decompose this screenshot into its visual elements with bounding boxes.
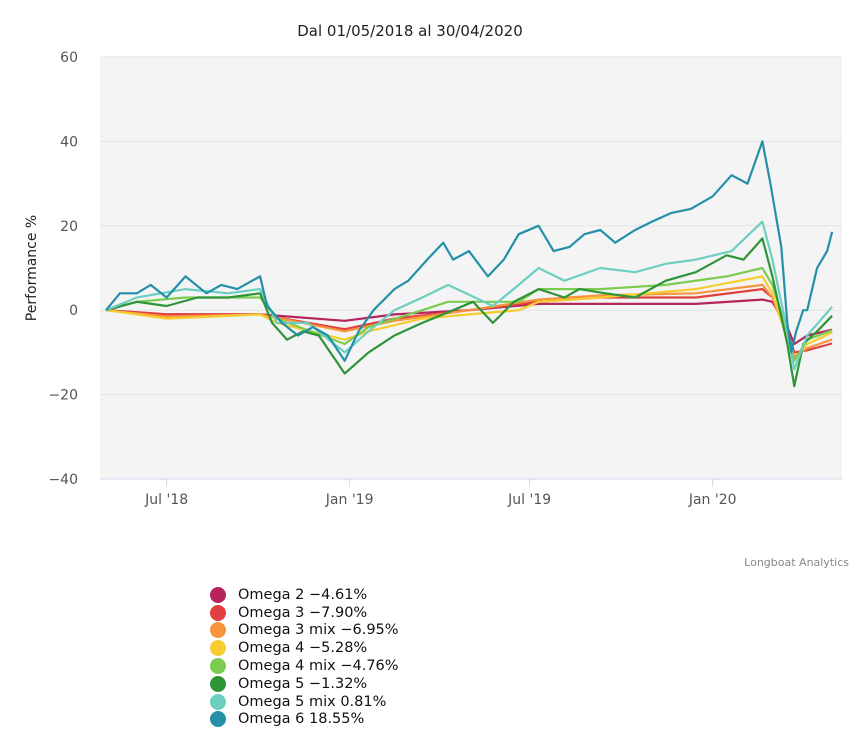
legend-label: Omega 5 −1.32%	[238, 675, 368, 692]
performance-chart: Dal 01/05/2018 al 30/04/2020 −40 −20 0 20 40…	[24, 22, 842, 508]
legend-item[interactable]: Omega 5 mix 0.81%	[210, 693, 399, 711]
legend-item[interactable]: Omega 4 −5.28%	[210, 639, 399, 657]
legend-item[interactable]: Omega 4 mix −4.76%	[210, 657, 399, 675]
legend-marker-icon	[210, 604, 226, 621]
series-line-omega-2[interactable]	[105, 298, 833, 346]
credit-link[interactable]: Longboat Analytics	[744, 556, 849, 569]
legend-label: Omega 3 −7.90%	[238, 604, 368, 621]
legend-label: Omega 6 18.55%	[238, 711, 365, 728]
legend-marker-icon	[210, 622, 226, 639]
legend-label: Omega 5 mix 0.81%	[238, 693, 387, 710]
legend-label: Omega 4 −5.28%	[238, 640, 368, 657]
legend-item[interactable]: Omega 3 −7.90%	[210, 604, 399, 622]
series-line-omega-6[interactable]	[105, 140, 834, 362]
y-tick-label: 0	[69, 303, 78, 319]
legend-marker-icon	[210, 675, 226, 692]
y-tick-label: −40	[48, 472, 78, 488]
legend-marker-icon	[210, 711, 226, 728]
legend-marker-icon	[210, 658, 226, 675]
x-tick-label: Jan '20	[688, 492, 737, 508]
legend-marker-icon	[210, 693, 226, 710]
plot-background	[100, 57, 842, 479]
y-tick-label: 60	[60, 50, 78, 66]
x-tick-label: Jan '19	[325, 492, 374, 508]
legend-label: Omega 2 −4.61%	[238, 586, 368, 603]
legend-item[interactable]: Omega 5 −1.32%	[210, 675, 399, 693]
legend-item[interactable]: Omega 6 18.55%	[210, 711, 399, 729]
y-axis-label: Performance %	[24, 215, 40, 321]
legend-item[interactable]: Omega 2 −4.61%	[210, 586, 399, 604]
legend-label: Omega 3 mix −6.95%	[238, 622, 399, 639]
x-tick-label: Jul '18	[144, 492, 188, 508]
legend-item[interactable]: Omega 3 mix −6.95%	[210, 622, 399, 640]
legend-marker-icon	[210, 586, 226, 603]
legend-label: Omega 4 mix −4.76%	[238, 658, 399, 675]
legend-marker-icon	[210, 640, 226, 657]
y-tick-label: −20	[48, 388, 78, 404]
x-tick-label: Jul '19	[507, 492, 551, 508]
y-tick-label: 40	[60, 134, 78, 150]
series-line-omega-5[interactable]	[105, 237, 833, 388]
y-tick-label: 20	[60, 219, 78, 235]
legend: Omega 2 −4.61% Omega 3 −7.90% Omega 3 mix …	[210, 586, 399, 728]
chart-title: Dal 01/05/2018 al 30/04/2020	[297, 22, 522, 40]
